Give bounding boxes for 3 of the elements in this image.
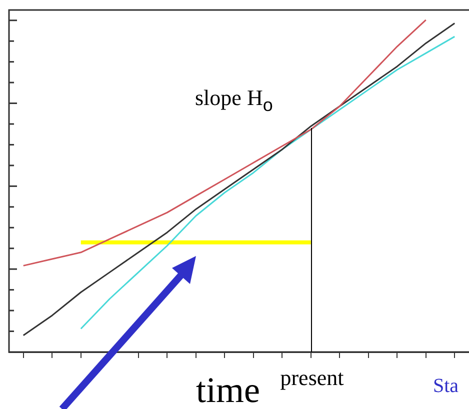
text: Sta bbox=[433, 375, 459, 397]
x-axis-title: time bbox=[196, 370, 260, 409]
text: present bbox=[280, 365, 344, 390]
